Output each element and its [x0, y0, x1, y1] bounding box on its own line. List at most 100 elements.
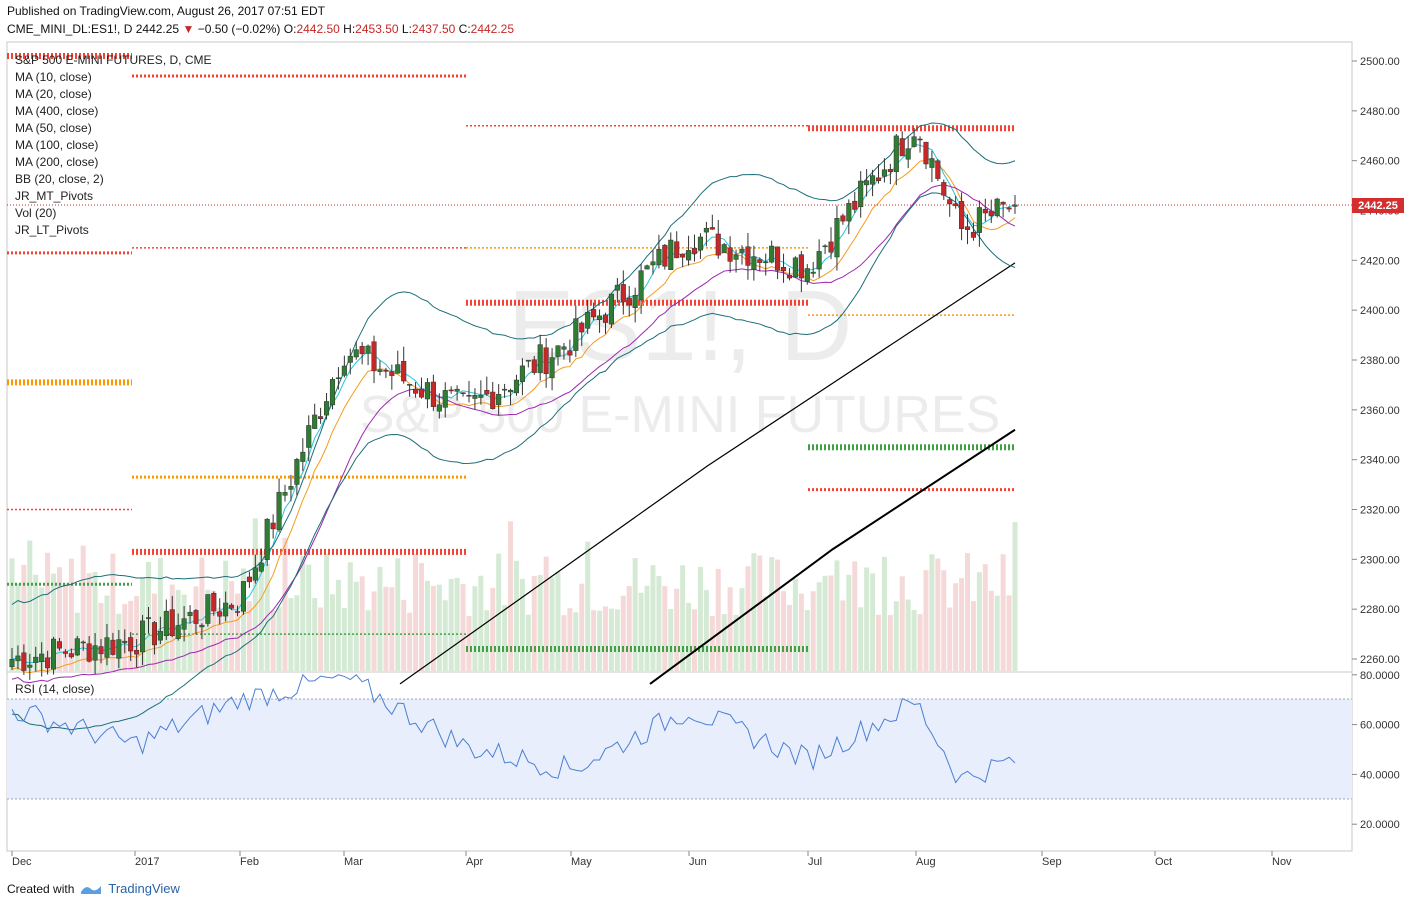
candle-body [792, 257, 798, 278]
volume-bar [264, 563, 270, 671]
volume-bar [864, 567, 870, 671]
candle-body [585, 312, 591, 329]
candle-body [288, 486, 294, 490]
volume-bar [347, 562, 353, 671]
rsi-band [7, 699, 1352, 799]
volume-bar [697, 566, 703, 671]
candle-body [181, 618, 187, 630]
volume-bar [1012, 522, 1018, 671]
legend-study[interactable]: MA (10, close) [15, 70, 92, 84]
volume-bar [454, 577, 460, 671]
candle-body [982, 208, 988, 214]
candle-body [626, 297, 632, 306]
volume-bar [258, 551, 264, 671]
volume-bar [1000, 554, 1006, 671]
volume-bar [870, 573, 876, 671]
rsi-legend[interactable]: RSI (14, close) [15, 682, 95, 696]
close-label: C: [458, 22, 471, 36]
candle-body [472, 395, 478, 399]
legend-study[interactable]: MA (400, close) [15, 104, 99, 118]
candle-body [383, 370, 389, 372]
legend-study[interactable]: JR_LT_Pivots [15, 223, 89, 237]
legend-study[interactable]: BB (20, close, 2) [15, 172, 104, 186]
candle-body [810, 271, 816, 274]
volume-bar [484, 610, 490, 671]
volume-bar [246, 601, 252, 671]
volume-bar [781, 591, 787, 671]
volume-bar [519, 578, 525, 671]
volume-bar [98, 602, 104, 671]
volume-bar [804, 610, 810, 671]
candle-body [294, 459, 300, 485]
volume-bar [318, 607, 324, 671]
candle-body [697, 236, 703, 251]
volume-bar [9, 558, 15, 671]
volume-bar [21, 564, 27, 671]
candle-body [703, 227, 709, 233]
candle-body [650, 261, 656, 266]
volume-bar [383, 586, 389, 671]
price-tick-label: 2280.00 [1360, 604, 1400, 616]
volume-bar [157, 557, 163, 671]
candle-body [947, 199, 953, 205]
volume-bar [692, 609, 698, 671]
legend-study[interactable]: JR_MT_Pivots [15, 189, 94, 203]
volume-bar [282, 537, 288, 671]
candle-body [531, 359, 537, 373]
price-tick-label: 2500.00 [1360, 56, 1400, 68]
volume-bar [763, 596, 769, 671]
tradingview-link[interactable]: TradingView [108, 881, 180, 896]
volume-bar [822, 575, 828, 671]
candle-body [424, 382, 430, 400]
candle-body [573, 318, 579, 351]
candle-body [881, 169, 887, 177]
candle-body [662, 244, 668, 267]
volume-bar [163, 610, 169, 671]
ma-line [649, 428, 1016, 685]
volume-bar [573, 612, 579, 671]
price-tick-label: 2460.00 [1360, 156, 1400, 168]
candle-body [507, 389, 514, 393]
ohlc-line: CME_MINI_DL:ES1!, D 2442.25 ▼ −0.50 (−0.… [7, 22, 514, 36]
legend-study[interactable]: MA (20, close) [15, 87, 92, 101]
candle-body [353, 349, 359, 358]
volume-bar [353, 581, 359, 671]
volume-bar [721, 614, 727, 671]
candle-body [686, 250, 692, 261]
legend-study[interactable]: MA (200, close) [15, 155, 99, 169]
time-tick-label: Jun [689, 856, 707, 868]
volume-bar [442, 600, 448, 671]
time-tick-label: Apr [466, 856, 483, 868]
candle-body [929, 158, 935, 168]
volume-bar [626, 586, 632, 671]
volume-bar [632, 558, 638, 671]
candle-body [377, 369, 383, 372]
volume-bar [840, 600, 846, 671]
candle-body [739, 248, 745, 253]
last-price-badge: 2442.25 [1352, 198, 1404, 213]
ma-line [399, 262, 1016, 685]
candle-body [157, 631, 163, 641]
candle-body [543, 347, 549, 375]
time-tick-label: Dec [12, 856, 32, 868]
candle-body [620, 284, 626, 303]
candle-body [211, 593, 217, 612]
volume-bar [680, 565, 686, 671]
high-label: H: [343, 22, 356, 36]
legend-study[interactable]: MA (50, close) [15, 121, 92, 135]
volume-bar [407, 612, 413, 671]
volume-bar [359, 576, 365, 671]
legend-study[interactable]: Vol (20) [15, 206, 57, 220]
time-axis: Dec 2017 Feb Mar Apr May Jun Jul Aug Sep Oct Nov [11, 851, 1292, 868]
volume-bar [988, 590, 994, 671]
legend-study[interactable]: MA (100, close) [15, 138, 99, 152]
candle-body [935, 160, 941, 179]
time-tick-label: Mar [344, 856, 363, 868]
svg-text:ES1!, D: ES1!, D [508, 270, 853, 382]
volume-bar [235, 593, 241, 671]
candle-body [407, 384, 413, 386]
candle-body [395, 364, 401, 374]
volume-bar [294, 595, 300, 671]
volume-bar [650, 565, 656, 671]
candle-body [691, 247, 698, 254]
